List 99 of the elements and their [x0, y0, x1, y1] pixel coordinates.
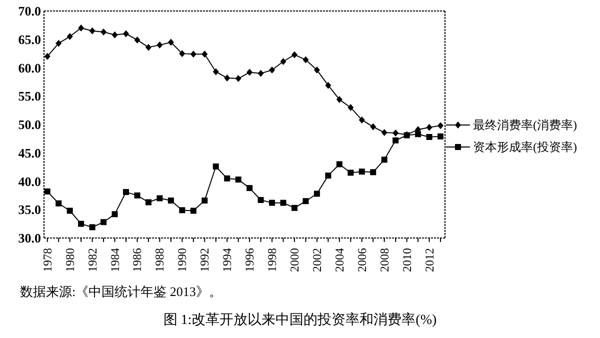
point: [314, 66, 320, 74]
point: [325, 82, 332, 89]
y-tick-label: 30.0: [18, 230, 41, 246]
x-tick-label: 1992: [198, 248, 212, 272]
point: [66, 208, 73, 214]
point: [348, 170, 354, 176]
point: [202, 50, 208, 58]
point: [224, 74, 230, 82]
point: [44, 188, 50, 194]
point: [392, 130, 399, 137]
point: [56, 200, 62, 206]
point: [258, 196, 264, 203]
point: [44, 52, 50, 60]
point: [438, 122, 444, 130]
point: [112, 211, 118, 218]
point: [89, 27, 96, 34]
y-tick-label: 35.0: [18, 202, 41, 218]
point: [392, 137, 399, 144]
point: [314, 190, 320, 197]
x-tick-label: 1978: [40, 248, 54, 272]
point: [78, 24, 84, 32]
x-tick-label: 1984: [108, 248, 122, 272]
y-tick-label: 65.0: [18, 32, 41, 47]
point: [280, 58, 286, 66]
point: [134, 192, 140, 198]
point: [426, 134, 432, 140]
x-tick-label: 1994: [220, 248, 234, 272]
point: [122, 189, 129, 196]
x-tick-label: 2004: [332, 248, 346, 272]
point: [212, 163, 219, 170]
point: [156, 195, 163, 202]
point: [145, 44, 152, 51]
x-tick-label: 1988: [152, 248, 167, 272]
point: [325, 172, 332, 179]
x-tick-label: 1980: [62, 248, 77, 272]
source-note: 数据来源:《中国统计年鉴 2013》。: [20, 283, 222, 301]
point: [358, 116, 365, 124]
x-tick-label: 1982: [85, 248, 100, 272]
point: [179, 50, 186, 58]
point: [179, 207, 186, 214]
x-tick-label: 1998: [265, 248, 280, 272]
point: [370, 123, 376, 130]
y-tick-label: 55.0: [18, 88, 41, 104]
point: [56, 40, 62, 47]
point: [168, 38, 174, 46]
point: [280, 200, 286, 206]
point: [426, 124, 432, 131]
point: [235, 75, 242, 82]
x-tick-label: 2000: [287, 248, 302, 272]
y-tick-label: 70.0: [18, 4, 41, 19]
point: [246, 68, 253, 76]
point: [202, 198, 208, 204]
point: [168, 198, 174, 204]
point: [190, 208, 196, 214]
point: [212, 68, 219, 76]
point: [156, 42, 163, 49]
point: [100, 219, 107, 226]
x-tick-label: 1986: [130, 248, 144, 272]
point: [381, 156, 388, 163]
point: [246, 185, 253, 192]
point: [190, 50, 196, 58]
y-tick-label: 60.0: [18, 60, 41, 76]
point: [269, 66, 276, 74]
x-tick-label: 1996: [242, 248, 257, 272]
x-tick-label: 2008: [377, 248, 392, 272]
point: [100, 28, 107, 36]
point: [336, 161, 342, 168]
point: [134, 36, 140, 44]
point: [235, 176, 242, 183]
y-tick-label: 50.0: [18, 117, 41, 132]
legend-label: 最终消费率(消费率): [473, 116, 577, 134]
point: [370, 169, 376, 176]
y-tick-label: 45.0: [18, 145, 41, 160]
x-tick-label: 2012: [422, 248, 436, 272]
x-tick-label: 2006: [354, 248, 369, 272]
text: 图 1:改革开放以来中国的投资率和消费率(%): [162, 311, 438, 329]
point: [291, 204, 298, 211]
x-tick-label: 1990: [175, 248, 190, 272]
point: [381, 128, 388, 136]
y-tick-label: 40.0: [18, 174, 41, 189]
x-tick-label: 2010: [400, 248, 414, 272]
point: [89, 224, 96, 230]
point: [358, 168, 365, 175]
x-tick-label: 2002: [310, 248, 324, 272]
point: [291, 51, 298, 58]
point: [336, 96, 342, 104]
point: [258, 70, 264, 77]
point: [66, 33, 73, 40]
point: [78, 220, 84, 227]
point: [302, 198, 309, 204]
point: [302, 56, 309, 64]
point: [224, 175, 230, 182]
point: [348, 104, 354, 111]
legend-label: 资本形成率(投资率): [473, 138, 577, 156]
point: [122, 30, 129, 38]
point: [112, 31, 118, 38]
point: [145, 199, 152, 206]
point: [269, 200, 276, 206]
point: [438, 133, 444, 140]
